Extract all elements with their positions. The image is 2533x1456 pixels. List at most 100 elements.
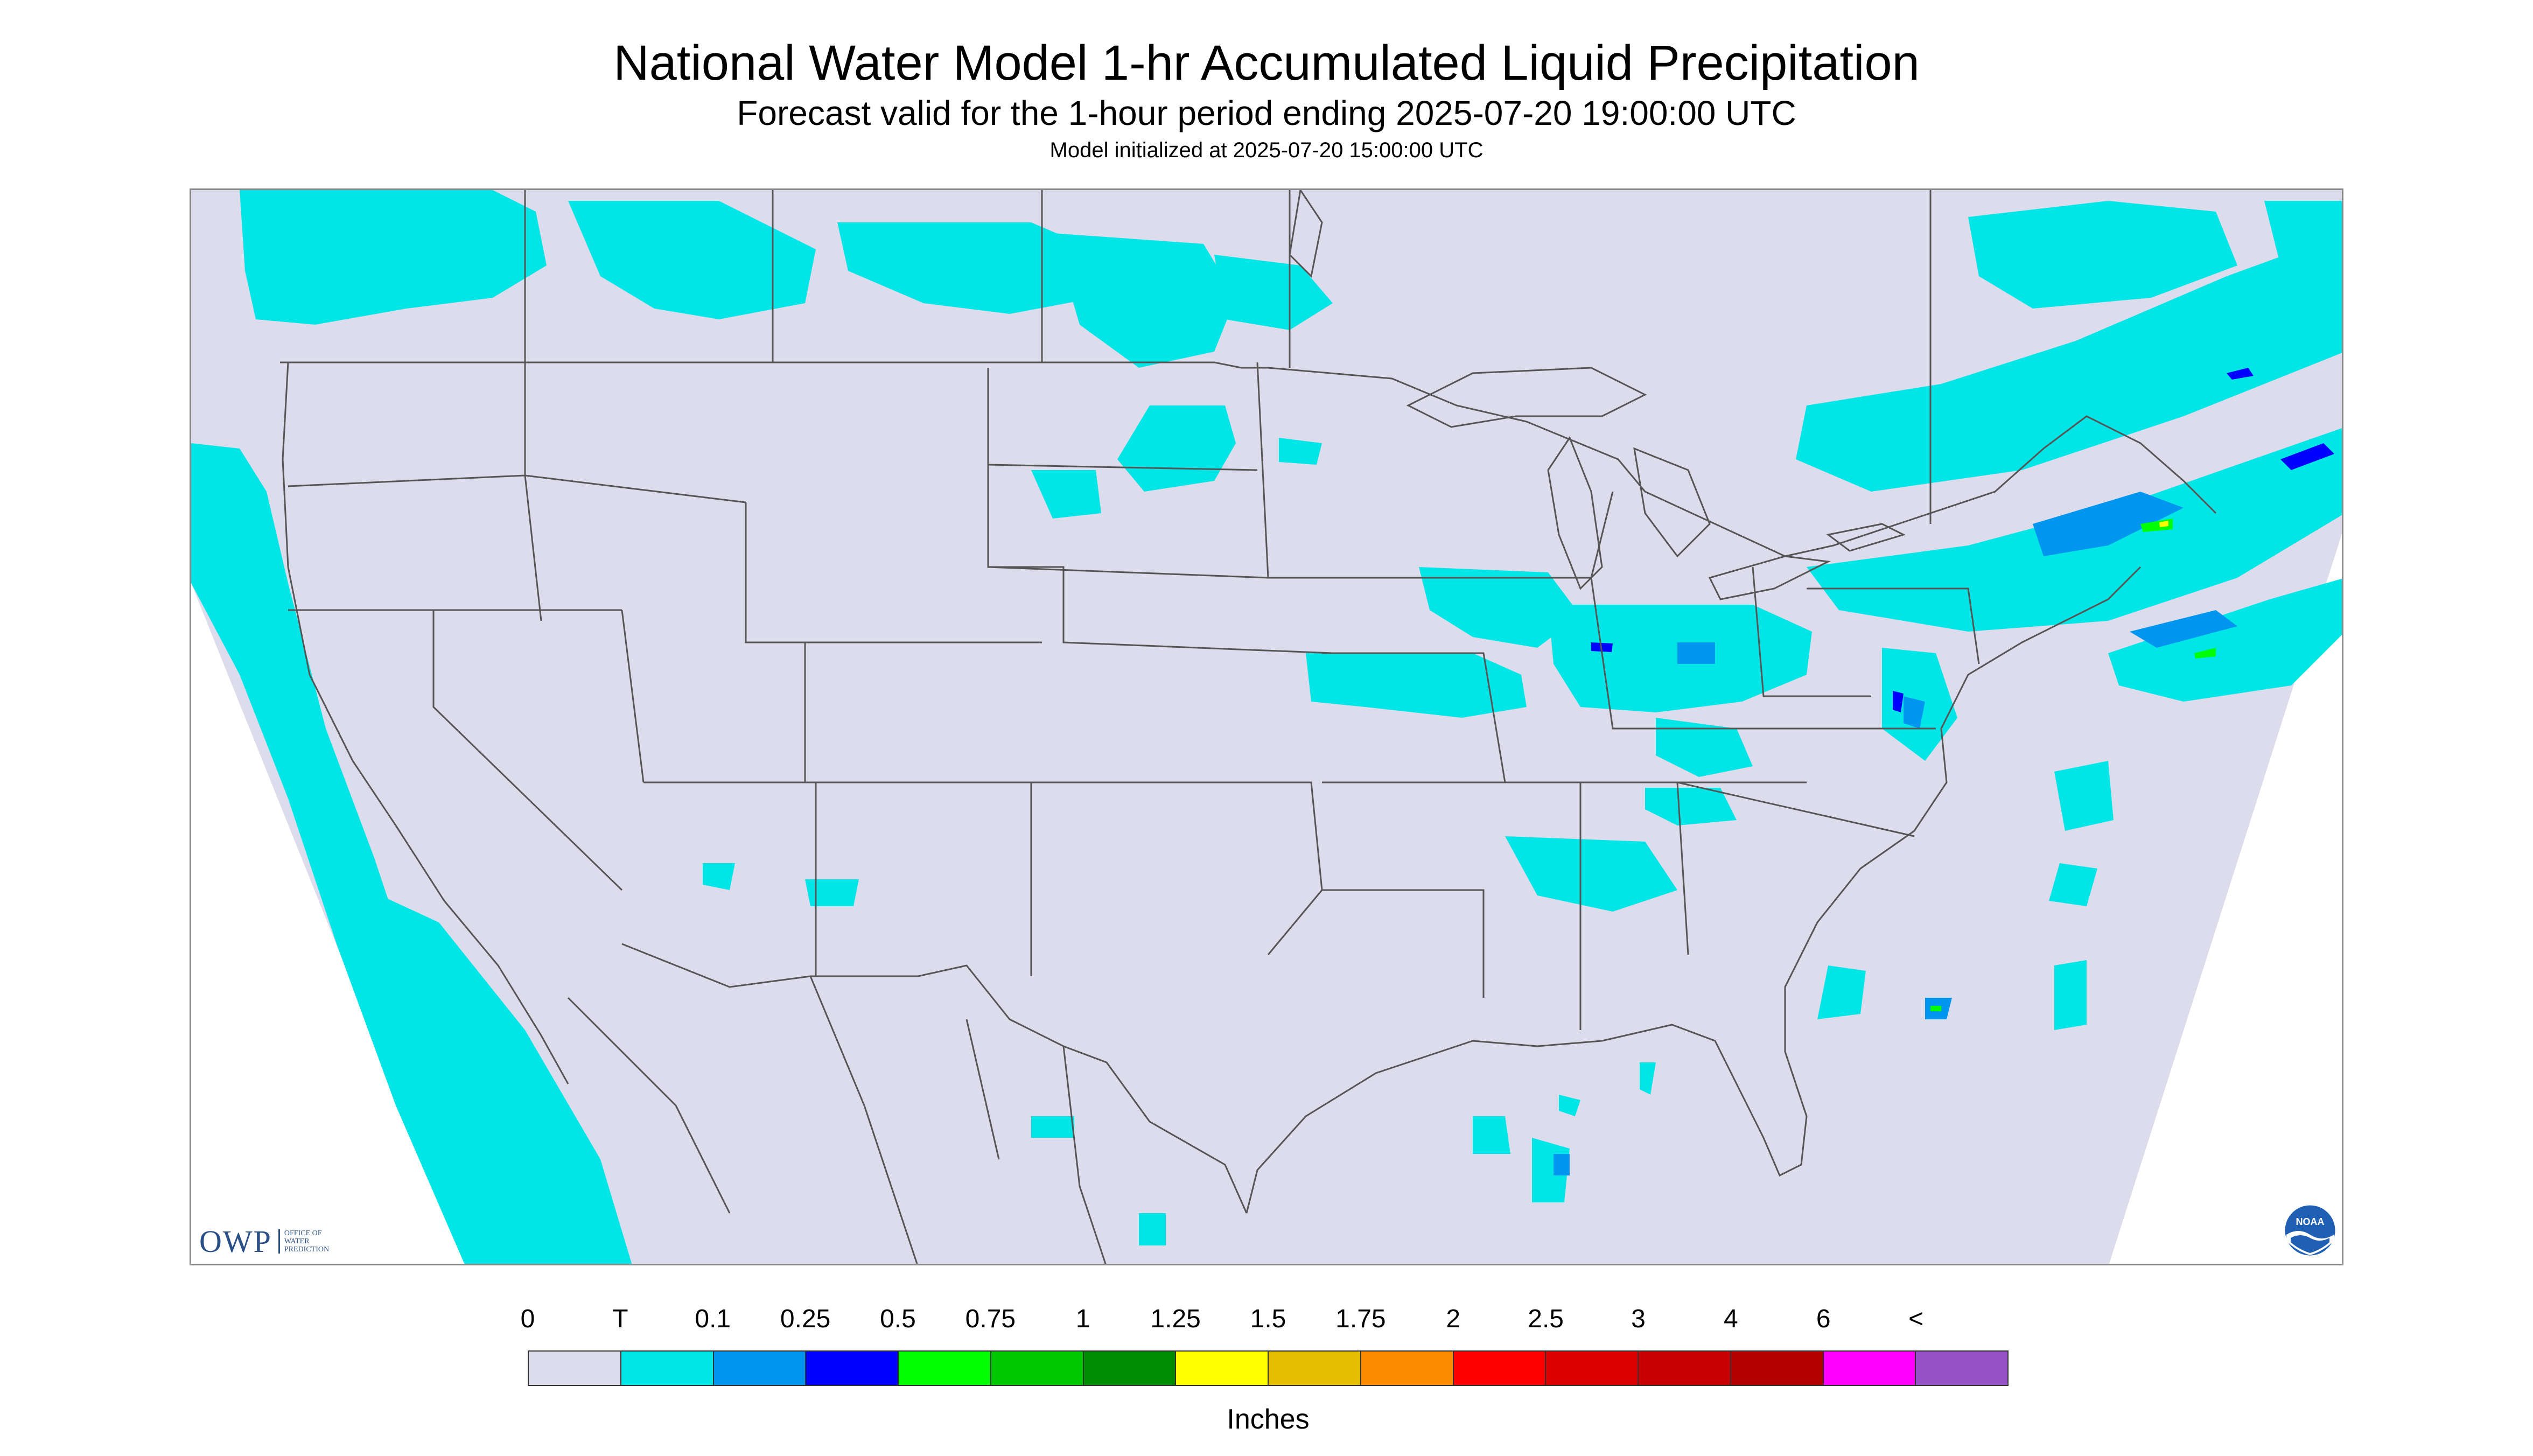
precip-mexico-coast (1139, 1213, 1166, 1245)
precip-atlantic-2 (2054, 960, 2087, 1030)
legend-label: 1 (1075, 1305, 1090, 1333)
legend-color-bar (528, 1350, 2009, 1386)
precip-alberta (568, 201, 816, 319)
nd-sd-line (988, 464, 1258, 471)
precip-quebec (1796, 234, 2342, 492)
precip-florida-south (1640, 1062, 1656, 1095)
owp-logo-mark: OWP (199, 1223, 272, 1259)
precip-ne-blue-4 (1893, 691, 1904, 712)
lake-ontario (1826, 523, 1906, 552)
legend-swatch-0 (529, 1352, 621, 1385)
precip-legend: 0 T 0.1 0.25 0.5 0.75 1 1.25 1.5 1.75 2 2.5 3 4 6 < Inc… (521, 1303, 2009, 1435)
legend-swatch-8 (1269, 1352, 1361, 1385)
legend-swatch-6 (1083, 1352, 1177, 1385)
pacific-coastline (282, 362, 569, 1084)
legend-swatch-10 (1453, 1352, 1547, 1385)
precip-baja-ocean (369, 890, 632, 1264)
legend-swatch-5 (991, 1352, 1084, 1385)
precipitation-map (190, 188, 2343, 1265)
legend-label: 4 (1724, 1305, 1738, 1333)
legend-labels: 0 T 0.1 0.25 0.5 0.75 1 1.25 1.5 1.75 2 2.5 3 4 6 < (521, 1303, 2009, 1335)
precip-ne-green-2 (2194, 648, 2216, 659)
us-mexico-border (621, 943, 1248, 1214)
legend-swatch-15 (1916, 1352, 2007, 1385)
model-initialized-text: Model initialized at 2025-07-20 15:00:00… (1049, 138, 1484, 162)
legend-swatch-7 (1176, 1352, 1269, 1385)
ok-line (1031, 781, 1323, 955)
precip-arizona (703, 863, 735, 890)
precip-tennessee (1645, 788, 1737, 825)
forecast-valid-subtitle: Forecast valid for the 1-hour period end… (737, 94, 1796, 132)
legend-label: 1.25 (1150, 1305, 1201, 1333)
legend-swatch-9 (1361, 1352, 1454, 1385)
precip-alabama-miss (1505, 836, 1677, 912)
legend-swatch-11 (1546, 1352, 1639, 1385)
precip-blue-cells (1591, 368, 2334, 712)
precip-arizona-2 (805, 879, 859, 906)
legend-swatch-14 (1823, 1352, 1916, 1385)
precip-labrador (2264, 201, 2342, 265)
legend-swatch-12 (1639, 1352, 1731, 1385)
mt-wy-line (524, 474, 746, 503)
in-oh-line (1590, 577, 1753, 730)
wy-line (745, 502, 1042, 643)
lake-erie (1708, 555, 1831, 600)
precip-atlantic-green (1930, 1006, 1941, 1011)
precip-minnesota-west (1279, 438, 1322, 465)
precip-ne-yellow (2159, 521, 2168, 527)
legend-label: 2 (1446, 1305, 1461, 1333)
ne-ks-line (988, 566, 1333, 654)
precip-maine-ocean (2108, 578, 2342, 702)
nv-ca-line (432, 610, 623, 891)
precip-manitoba-east (1214, 255, 1333, 330)
legend-label: 1.75 (1335, 1305, 1386, 1333)
lake-winnipeg (1289, 190, 1323, 278)
legend-label: 3 (1631, 1305, 1646, 1333)
canada-province-lines (524, 190, 1932, 524)
nc-sc-line (1677, 781, 1915, 837)
precip-quebec-north (1968, 201, 2237, 309)
precip-bc-canada (240, 190, 547, 325)
precip-saskatchewan (837, 222, 1107, 314)
legend-label: 0 (520, 1305, 535, 1333)
legend-swatch-3 (806, 1352, 899, 1385)
precip-texas-south (1031, 1116, 1074, 1138)
us-canada-border (280, 361, 2217, 557)
precip-ne-blue-1 (2280, 443, 2334, 470)
precip-va-cell (1904, 696, 1925, 729)
political-boundaries (280, 190, 2217, 1264)
legend-label: 2.5 (1528, 1305, 1564, 1333)
precip-iowa-illinois (1419, 567, 1580, 648)
legend-label: T (612, 1305, 628, 1333)
precip-ne-blue-3 (1591, 642, 1613, 652)
precip-kansas-missouri (1306, 653, 1527, 718)
precip-carolina-coast (2049, 863, 2097, 906)
noaa-logo-icon: NOAA (2283, 1203, 2337, 1257)
precip-north-dakota (1117, 405, 1236, 492)
gulf-coastline (1245, 566, 2142, 1214)
wa-or-line (288, 474, 526, 487)
legend-units: Inches (1227, 1404, 1310, 1435)
legend-label: 0.1 (695, 1305, 731, 1333)
owp-logo-text: OFFICE OF WATER PREDICTION (278, 1229, 329, 1254)
legend-label: 6 (1816, 1305, 1831, 1333)
precip-ne-blue-2 (2227, 368, 2254, 380)
legend-label: < (1908, 1305, 1924, 1333)
pa-ny-line (1807, 587, 1980, 664)
oh-pa-line (1752, 566, 1871, 697)
precip-manitoba (1053, 233, 1236, 368)
precip-sd-small (1031, 470, 1101, 519)
lake-superior (1406, 367, 1647, 428)
nv-ut-line (621, 610, 645, 783)
precip-gulf-1 (1473, 1116, 1510, 1154)
precip-gulf-cell (1554, 1154, 1570, 1175)
mexico-state-lines (567, 976, 1107, 1264)
legend-label: 1.5 (1250, 1305, 1286, 1333)
legend-swatch-2 (713, 1352, 807, 1385)
precip-atlantic-3 (2054, 761, 2114, 831)
owp-logo: OWP OFFICE OF WATER PREDICTION (199, 1222, 329, 1260)
precip-atlantic-1 (1817, 965, 1866, 1019)
precip-ne-band-2 (2130, 610, 2237, 648)
legend-swatch-4 (899, 1352, 991, 1385)
precip-kentucky (1656, 718, 1753, 777)
